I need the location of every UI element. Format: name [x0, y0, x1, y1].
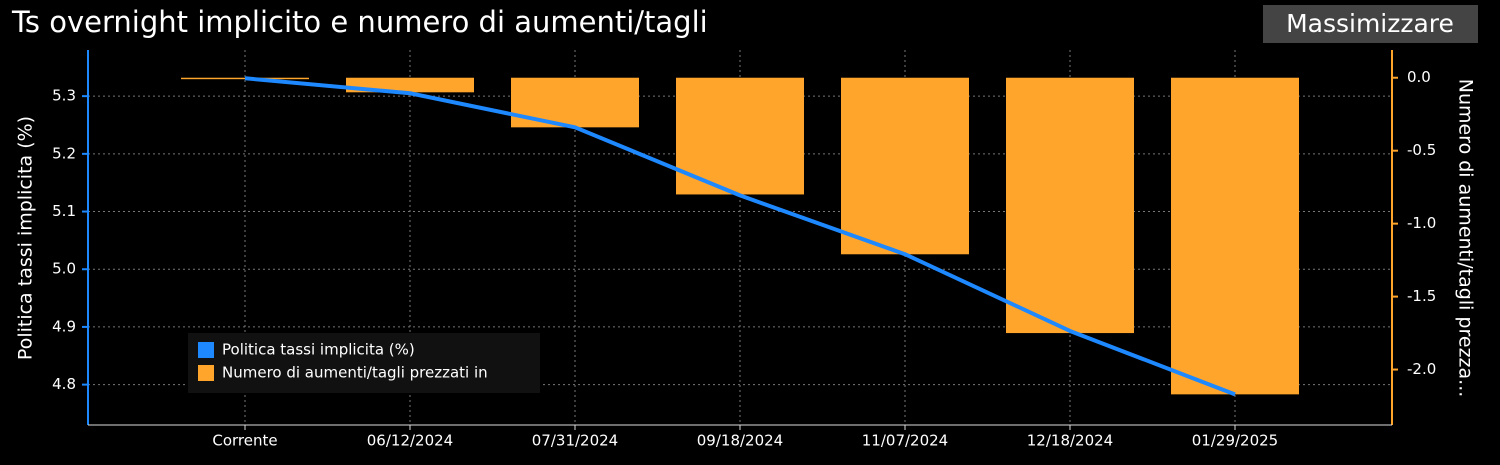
x-tick-label: 11/07/2024 — [862, 432, 948, 450]
y-tick-label: 4.8 — [52, 375, 76, 393]
bar — [841, 77, 969, 255]
chart-title: Ts overnight implicito e numero di aumen… — [11, 5, 708, 39]
y2-tick-label: 0.0 — [1407, 68, 1431, 86]
legend-swatch — [198, 342, 214, 358]
x-tick-label: 01/29/2025 — [1192, 432, 1278, 450]
x-tick-label: Corrente — [212, 432, 277, 450]
y2-tick-label: -1.5 — [1407, 287, 1436, 305]
y-tick-label: 5.0 — [52, 260, 76, 278]
bar — [676, 77, 804, 195]
y-tick-label: 4.9 — [52, 317, 76, 335]
y-tick-label: 5.2 — [52, 144, 76, 162]
line — [244, 76, 1236, 397]
legend-label: Politica tassi implicita (%) — [222, 341, 415, 359]
bar — [1171, 77, 1299, 395]
legend-swatch — [198, 365, 214, 381]
x-tick-label: 12/18/2024 — [1027, 432, 1113, 450]
maximize-button-label[interactable]: Massimizzare — [1286, 9, 1454, 38]
y-tick-label: 5.1 — [52, 202, 76, 220]
maximize-button[interactable] — [1263, 5, 1478, 43]
legend-label: Numero di aumenti/tagli prezzati in — [222, 364, 488, 382]
x-tick-label: 07/31/2024 — [532, 432, 618, 450]
legend-box — [188, 333, 540, 393]
y2-tick-label: -2.0 — [1407, 360, 1436, 378]
y2-tick-label: -0.5 — [1407, 141, 1436, 159]
x-tick-label: 09/18/2024 — [697, 432, 783, 450]
bar — [1006, 77, 1134, 334]
y2-axis-title: Numero di aumenti/tagli prezza... — [1455, 79, 1477, 398]
x-tick-label: 06/12/2024 — [367, 432, 453, 450]
y-axis-title: Politica tassi implicita (%) — [15, 116, 37, 360]
y2-tick-label: -1.0 — [1407, 214, 1436, 232]
y-tick-label: 5.3 — [52, 87, 76, 105]
